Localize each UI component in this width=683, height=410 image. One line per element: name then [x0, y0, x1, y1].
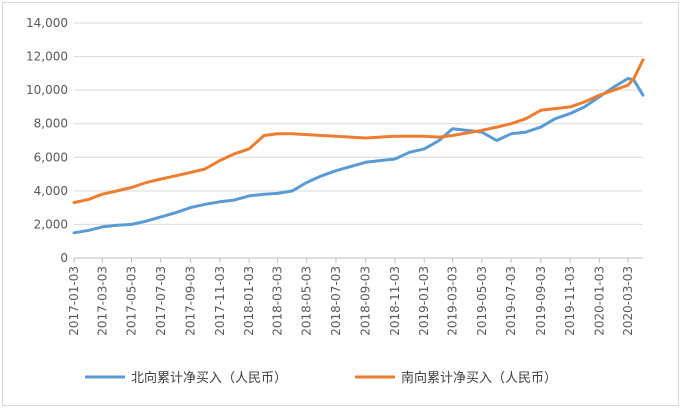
series-lines [72, 58, 645, 235]
y-tick-label: 4,000 [34, 184, 68, 198]
line-chart: 02,0004,0006,0008,00010,00012,00014,000 … [26, 16, 645, 386]
y-tick-label: 10,000 [26, 83, 68, 97]
y-tick-label: 6,000 [34, 150, 68, 164]
x-tick-label: 2019-07-03 [504, 266, 518, 336]
series-line-southbound [72, 58, 645, 205]
x-axis: 2017-01-03 2017-03-03 2017-05-03 2017-07-03… [67, 258, 635, 336]
y-tick-label: 8,000 [34, 117, 68, 131]
x-tick-label: 2018-03-03 [270, 266, 284, 336]
legend-label: 南向累计净买入（人民币） [401, 370, 557, 386]
y-tick-label: 14,000 [26, 16, 68, 30]
legend-label: 北向累计净买入（人民币） [131, 370, 287, 386]
x-tick-label: 2020-01-03 [592, 266, 606, 336]
x-tick-label: 2018-07-03 [329, 266, 343, 336]
x-tick-label: 2018-11-03 [388, 266, 402, 336]
y-tick-label: 12,000 [26, 50, 68, 64]
x-tick-label: 2019-05-03 [475, 266, 489, 336]
x-tick-label: 2018-09-03 [359, 266, 373, 336]
x-tick-label: 2017-01-03 [67, 266, 81, 336]
x-tick-label: 2019-11-03 [563, 266, 577, 336]
x-tick-label: 2018-05-03 [300, 266, 314, 336]
x-tick-label: 2018-01-03 [242, 266, 256, 336]
x-tick-label: 2017-07-03 [154, 266, 168, 336]
y-tick-label: 2,000 [34, 217, 68, 231]
x-tick-label: 2017-11-03 [213, 266, 227, 336]
x-tick-label: 2017-03-03 [95, 266, 109, 336]
x-tick-label: 2019-01-03 [417, 266, 431, 336]
y-tick-label: 0 [60, 251, 68, 265]
chart-frame: 0 2,000 4,000 6,000 8,000 10,000 12,000 14,000 … [2, 2, 679, 406]
x-tick-label: 2017-05-03 [125, 266, 139, 336]
y-axis: 0 2,000 4,000 6,000 8,000 10,000 12,000 14,000 [26, 16, 68, 265]
gridlines [74, 22, 643, 259]
x-tick-label: 2019-03-03 [446, 266, 460, 336]
x-tick-label: 2017-09-03 [184, 266, 198, 336]
x-tick-label: 2020-03-03 [621, 266, 635, 336]
legend: 北向累计净买入（人民币） 南向累计净买入（人民币） [85, 370, 557, 386]
series-line-northbound [72, 76, 645, 235]
x-tick-label: 2019-09-03 [534, 266, 548, 336]
